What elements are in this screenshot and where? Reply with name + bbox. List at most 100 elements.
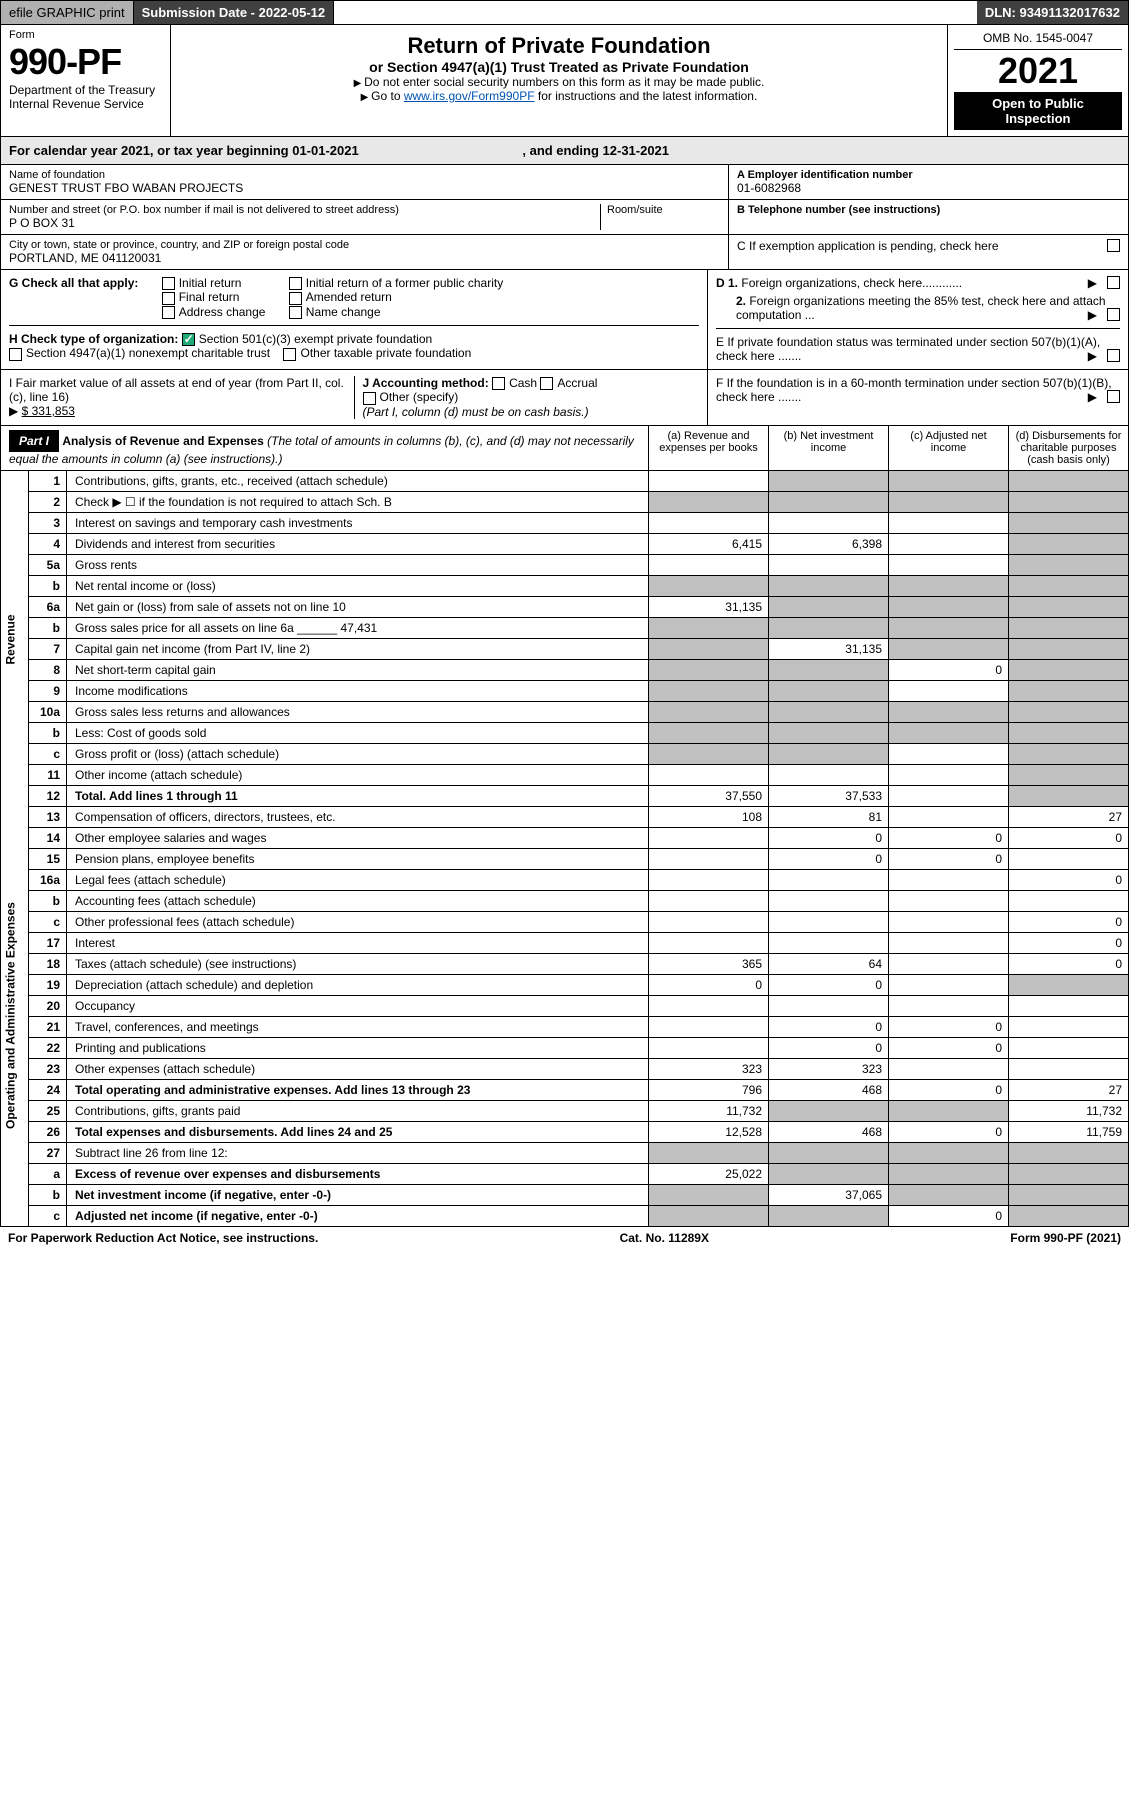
cell-d (1009, 1163, 1129, 1184)
instruction-1: Do not enter social security numbers on … (179, 75, 939, 89)
line-label: Dividends and interest from securities (67, 533, 649, 554)
cell-d (1009, 617, 1129, 638)
cell-a (649, 1142, 769, 1163)
cell-c (889, 1163, 1009, 1184)
j-section: J Accounting method: Cash Accrual Other … (355, 376, 700, 419)
h-opt-other[interactable]: Other taxable private foundation (283, 346, 471, 360)
line-number: b (29, 1184, 67, 1205)
cell-b: 0 (769, 827, 889, 848)
c-checkbox[interactable] (1107, 239, 1120, 252)
cell-c (889, 554, 1009, 575)
line-number: 9 (29, 680, 67, 701)
cell-b: 37,533 (769, 785, 889, 806)
form-link[interactable]: www.irs.gov/Form990PF (404, 89, 535, 103)
line-number: b (29, 575, 67, 596)
d1-checkbox[interactable] (1107, 276, 1120, 289)
cell-c: 0 (889, 848, 1009, 869)
cell-d (1009, 722, 1129, 743)
cell-b (769, 764, 889, 785)
j-other[interactable]: Other (specify) (363, 390, 459, 404)
line-label: Gross profit or (loss) (attach schedule) (67, 743, 649, 764)
j-accrual[interactable]: Accrual (540, 376, 597, 390)
fmv-value: $ 331,853 (22, 404, 75, 418)
cell-c (889, 471, 1009, 492)
cell-d (1009, 491, 1129, 512)
cell-c (889, 911, 1009, 932)
cell-d: 0 (1009, 953, 1129, 974)
cell-d: 0 (1009, 869, 1129, 890)
line-number: 2 (29, 491, 67, 512)
line-number: 20 (29, 995, 67, 1016)
e-row: E If private foundation status was termi… (716, 328, 1120, 363)
line-label: Travel, conferences, and meetings (67, 1016, 649, 1037)
cell-a (649, 471, 769, 492)
c-label: C If exemption application is pending, c… (737, 239, 999, 253)
line-label: Total expenses and disbursements. Add li… (67, 1121, 649, 1142)
cell-b: 31,135 (769, 638, 889, 659)
g-opt-final[interactable]: Final return (162, 290, 240, 304)
form-subtitle: or Section 4947(a)(1) Trust Treated as P… (179, 59, 939, 75)
cell-d (1009, 1037, 1129, 1058)
cell-a (649, 1184, 769, 1205)
line-label: Interest (67, 932, 649, 953)
cell-c (889, 953, 1009, 974)
cell-b (769, 743, 889, 764)
cell-d (1009, 1142, 1129, 1163)
cell-b (769, 491, 889, 512)
cell-d: 11,732 (1009, 1100, 1129, 1121)
g-opt-amend[interactable]: Amended return (289, 290, 392, 304)
cell-a (649, 680, 769, 701)
cell-a: 365 (649, 953, 769, 974)
cell-d (1009, 764, 1129, 785)
line-number: 10a (29, 701, 67, 722)
line-label: Subtract line 26 from line 12: (67, 1142, 649, 1163)
city-label: City or town, state or province, country… (9, 239, 720, 251)
g-opt-addr[interactable]: Address change (162, 305, 266, 319)
line-number: 22 (29, 1037, 67, 1058)
line-label: Total operating and administrative expen… (67, 1079, 649, 1100)
line-number: 4 (29, 533, 67, 554)
h-opt-501c3[interactable]: Section 501(c)(3) exempt private foundat… (182, 332, 432, 346)
line-label: Net short-term capital gain (67, 659, 649, 680)
line-number: 6a (29, 596, 67, 617)
cell-a: 11,732 (649, 1100, 769, 1121)
cell-a (649, 512, 769, 533)
cell-a (649, 848, 769, 869)
cell-c (889, 596, 1009, 617)
line-label: Income modifications (67, 680, 649, 701)
f-checkbox[interactable] (1107, 390, 1120, 403)
g-opt-initial[interactable]: Initial return (162, 276, 242, 290)
line-label: Other income (attach schedule) (67, 764, 649, 785)
cell-a: 0 (649, 974, 769, 995)
d2-checkbox[interactable] (1107, 308, 1120, 321)
cell-a (649, 575, 769, 596)
top-header: efile GRAPHIC print Submission Date - 20… (0, 0, 1129, 25)
e-checkbox[interactable] (1107, 349, 1120, 362)
j-note: (Part I, column (d) must be on cash basi… (363, 405, 589, 419)
g-opt-name[interactable]: Name change (289, 305, 381, 319)
cell-c (889, 869, 1009, 890)
cell-c: 0 (889, 1121, 1009, 1142)
cell-d (1009, 1184, 1129, 1205)
cell-d (1009, 743, 1129, 764)
cell-c: 0 (889, 1037, 1009, 1058)
line-number: 27 (29, 1142, 67, 1163)
cell-d (1009, 554, 1129, 575)
cell-a (649, 1016, 769, 1037)
g-opt-former[interactable]: Initial return of a former public charit… (289, 276, 503, 290)
cell-c (889, 617, 1009, 638)
line-label: Printing and publications (67, 1037, 649, 1058)
cell-a (649, 638, 769, 659)
cell-b (769, 995, 889, 1016)
j-cash[interactable]: Cash (492, 376, 537, 390)
expenses-side-label: Operating and Administrative Expenses (1, 806, 29, 1226)
identification-block: Name of foundation GENEST TRUST FBO WABA… (0, 165, 1129, 270)
h-opt-4947[interactable]: Section 4947(a)(1) nonexempt charitable … (9, 346, 270, 360)
cell-b: 468 (769, 1079, 889, 1100)
line-label: Other expenses (attach schedule) (67, 1058, 649, 1079)
cell-b: 0 (769, 1037, 889, 1058)
line-label: Other professional fees (attach schedule… (67, 911, 649, 932)
cell-a (649, 1037, 769, 1058)
cell-d (1009, 995, 1129, 1016)
city-value: PORTLAND, ME 041120031 (9, 251, 720, 265)
